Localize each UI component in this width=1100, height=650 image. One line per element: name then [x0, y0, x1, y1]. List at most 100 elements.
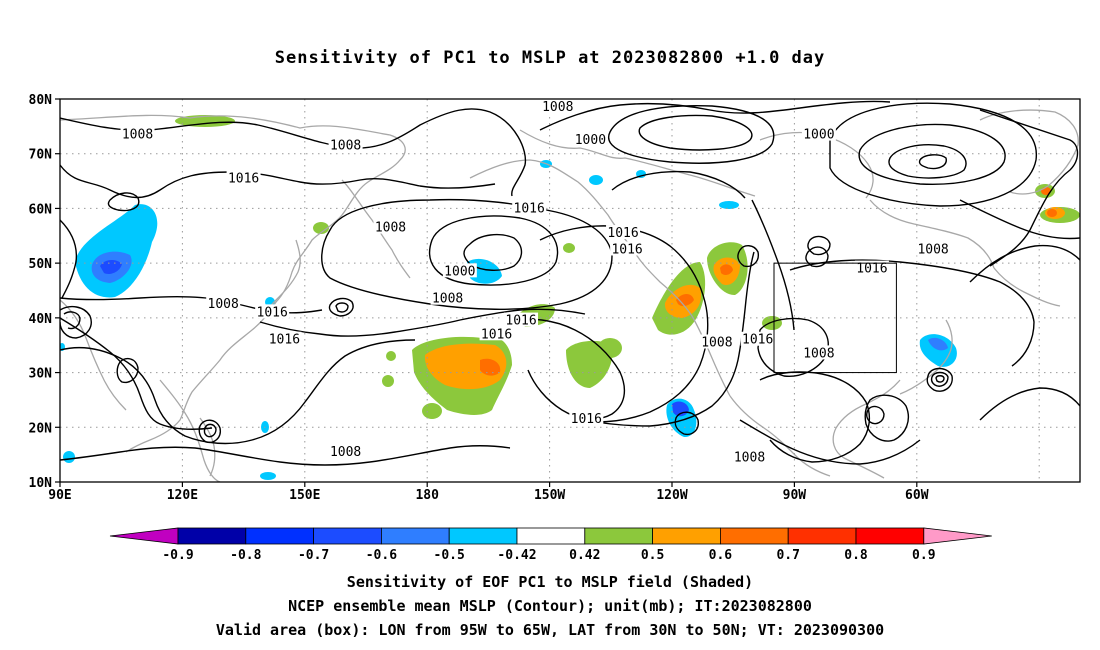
map-title: Sensitivity of PC1 to MSLP at 2023082800…: [274, 48, 826, 68]
colorbar-lower-triangle: [109, 527, 179, 545]
contour-1008-arctic: [539, 100, 891, 131]
svg-text:1008: 1008: [542, 100, 573, 115]
mslp-contours: [60, 100, 1080, 466]
contour-1008-mexico: [739, 419, 921, 465]
graticule: [60, 99, 1080, 482]
contour-984-north-low: [918, 154, 947, 170]
contour-1016-coast: [259, 308, 586, 337]
svg-text:1016: 1016: [228, 171, 259, 186]
contour-992-north-low: [888, 144, 967, 179]
lon-tick-label: 90W: [783, 488, 807, 503]
coastline-greenland: [979, 109, 1079, 195]
contour-label: 1016: [569, 411, 604, 427]
coastline-kamchatka: [341, 179, 411, 279]
contour-label: 1016: [854, 260, 889, 277]
positive-lobe: [422, 403, 442, 419]
svg-text:1008: 1008: [330, 445, 361, 460]
contour-1008-subtrop-south: [60, 445, 511, 466]
caption-line-2: NCEP ensemble mean MSLP (Contour); unit(…: [288, 597, 812, 615]
contour-label: 1008: [430, 290, 465, 307]
positive-lobe: [1047, 209, 1057, 217]
negative-lobe: [719, 201, 739, 209]
coastline-mexico: [729, 395, 831, 477]
positive-lobe: [424, 343, 507, 390]
colorbar-segment: [584, 527, 653, 545]
lat-tick-label: 20N: [29, 421, 53, 436]
colorbar-label: 0.5: [641, 548, 664, 563]
colorbar-upper-triangle: [923, 527, 992, 545]
contour-hurricane-inner: [935, 375, 945, 383]
contour-hurricane-mid: [930, 371, 949, 387]
lat-tick-label: 60N: [29, 202, 53, 217]
contour-1008-small-west: [116, 357, 139, 384]
coastline-hudson: [869, 199, 995, 269]
contour-1008-small-carib: [865, 405, 885, 425]
colorbar-segment: [787, 527, 857, 545]
svg-text:1008: 1008: [917, 242, 948, 257]
colorbar-segment: [177, 527, 247, 545]
contour-label: 1016: [255, 304, 290, 320]
svg-text:1016: 1016: [571, 412, 602, 427]
negative-lobe: [589, 175, 603, 185]
negative-lobe: [100, 260, 122, 274]
contour-1008-atlantic: [959, 199, 1080, 240]
coastlines: [60, 109, 1079, 482]
contour-1016-us: [789, 259, 1035, 367]
caption-line-1: Sensitivity of EOF PC1 to MSLP field (Sh…: [346, 573, 754, 591]
colorbar-label: 0.9: [912, 548, 935, 563]
contour-1008-bering: [611, 170, 746, 199]
lat-tick-label: 70N: [29, 148, 53, 163]
positive-lobe: [598, 338, 622, 358]
lon-tick-label: 150E: [289, 488, 320, 503]
coastline-us-east: [899, 319, 953, 395]
svg-text:1016: 1016: [611, 242, 642, 257]
colorbar-label: 0.8: [844, 548, 868, 563]
contour-1016-small-alaska: [805, 246, 829, 268]
contour-label: 1008: [916, 241, 951, 257]
lon-tick-label: 120W: [656, 488, 687, 503]
coastline-india: [60, 299, 127, 411]
positive-lobe: [382, 375, 394, 387]
contour-label: 1016: [226, 170, 261, 186]
svg-text:1008: 1008: [432, 292, 463, 307]
svg-text:1008: 1008: [734, 450, 765, 465]
svg-text:1008: 1008: [803, 346, 834, 361]
positive-lobe: [676, 294, 694, 307]
svg-text:1016: 1016: [856, 262, 887, 277]
svg-text:1008: 1008: [701, 335, 732, 350]
contour-1008-low-ring: [607, 105, 775, 164]
positive-lobe: [720, 264, 733, 275]
contour-label: 1016: [610, 241, 645, 257]
svg-text:1016: 1016: [505, 314, 536, 329]
colorbar-label: 0.42: [569, 548, 600, 563]
valid-area-box: [773, 262, 897, 374]
contour-label: 1008: [206, 296, 241, 312]
map-frame: [59, 98, 1081, 483]
contour-label: 1016: [606, 225, 641, 241]
contour-1008-north: [60, 108, 527, 197]
contour-1000-low-ring: [638, 114, 753, 151]
lat-tick-label: 10N: [29, 476, 53, 491]
contour-1008-north-low-outer: [829, 102, 1037, 207]
positive-lobe: [563, 243, 575, 253]
svg-text:1016: 1016: [481, 327, 512, 342]
contour-1008-inner-asia: [107, 192, 140, 212]
negative-lobe: [260, 472, 276, 480]
lon-tick-label: 60W: [905, 488, 929, 503]
negative-lobe: [63, 451, 75, 463]
contour-1000-north-low: [858, 123, 1006, 186]
svg-text:1000: 1000: [444, 264, 475, 279]
colorbar-label: -0.42: [497, 548, 536, 563]
colorbar-label: 0.6: [709, 548, 733, 563]
contour-1008-small-nw: [807, 235, 831, 256]
coastline-arctic: [519, 129, 756, 197]
contour-1016-asia-low2: [60, 317, 213, 430]
sensitivity-shading: [60, 115, 1080, 480]
contour-hurricane-outer: [926, 367, 953, 392]
coastline-asia-north: [60, 114, 406, 453]
contour-1008-small-bay: [60, 305, 92, 339]
lon-tick-label: 150W: [534, 488, 565, 503]
